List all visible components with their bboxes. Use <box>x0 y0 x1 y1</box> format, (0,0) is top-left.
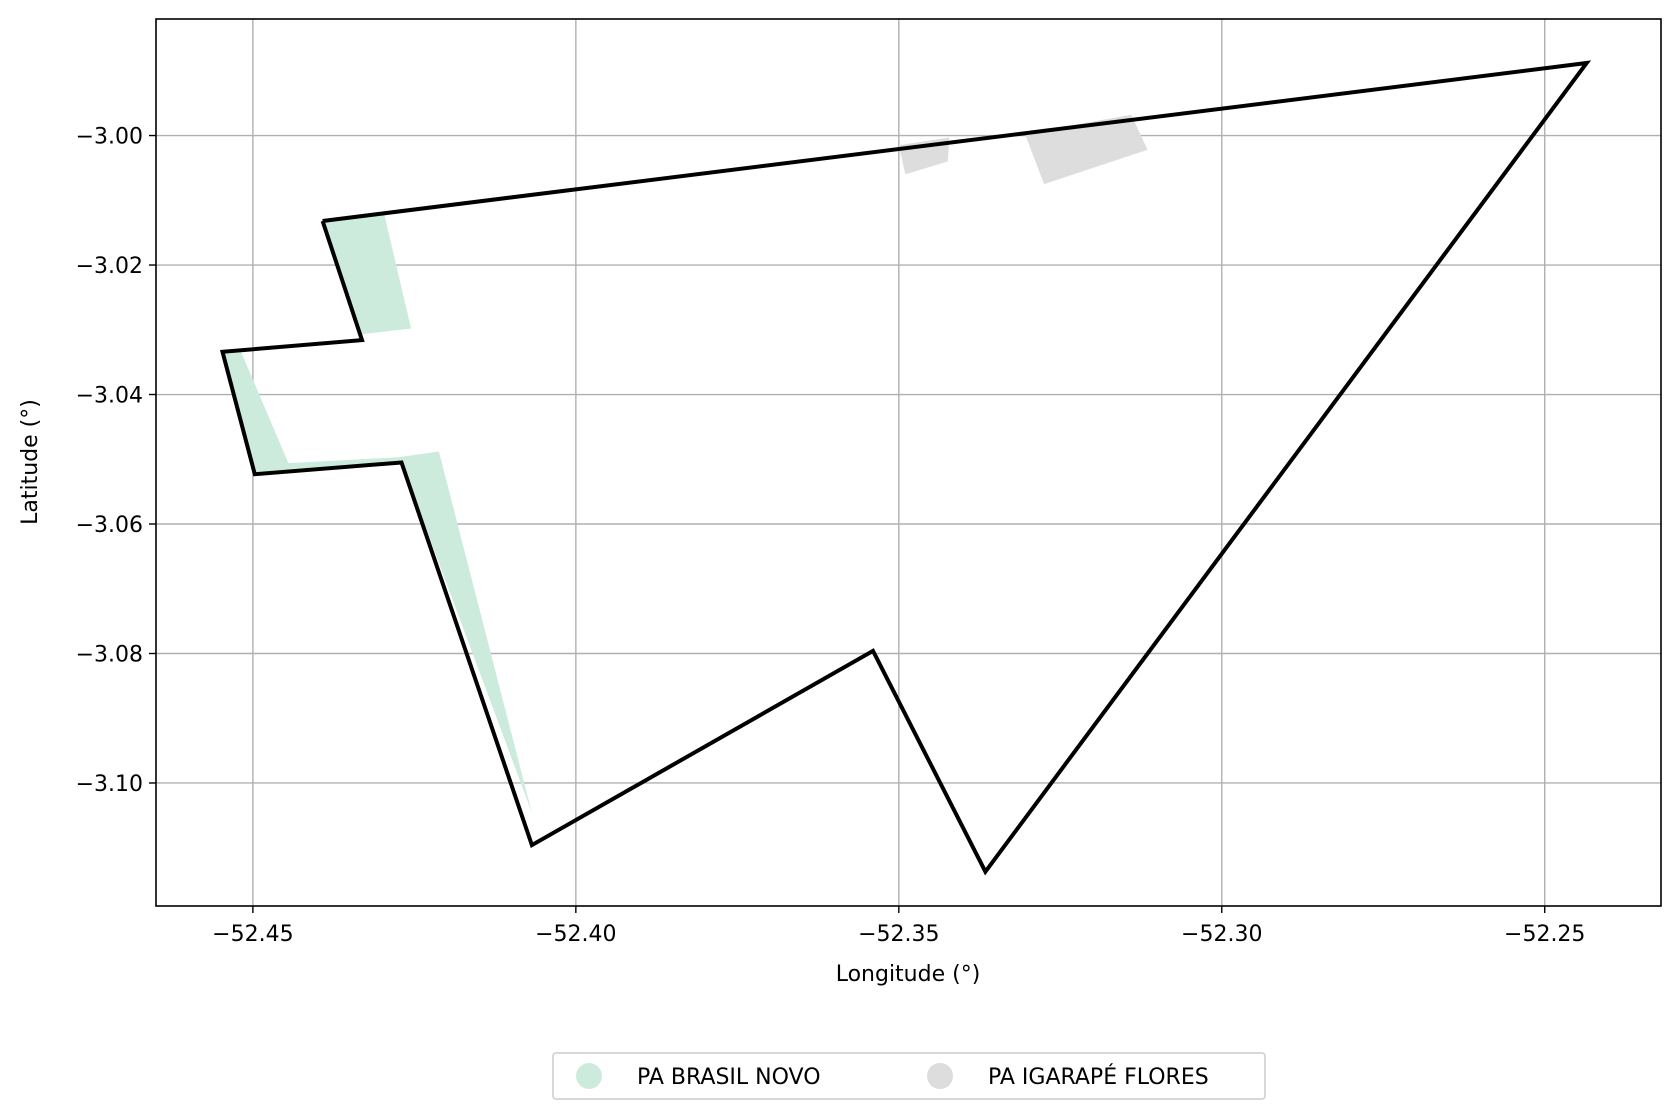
boundary-outline <box>219 60 1592 876</box>
x-axis-title: Longitude (°) <box>836 962 981 987</box>
y-tick-label: −3.08 <box>76 642 143 667</box>
tick-layer: −52.45 −52.40 −52.35 −52.30 −52.25 −3.00 −3.02… <box>76 125 1586 947</box>
legend-marker-pa-igarape-flores <box>927 1063 953 1089</box>
x-tick-label: −52.45 <box>212 922 293 947</box>
x-tick-label: −52.35 <box>858 922 939 947</box>
boundary-layer <box>219 60 1592 876</box>
y-tick-label: −3.06 <box>76 513 143 538</box>
legend-label-pa-igarape-flores: PA IGARAPÉ FLORES <box>988 1064 1209 1090</box>
plot-frame <box>155 18 1662 907</box>
x-tick-label: −52.40 <box>535 922 616 947</box>
y-tick-label: −3.10 <box>76 772 143 797</box>
grid-layer <box>156 19 1661 906</box>
legend: PA BRASIL NOVO PA IGARAPÉ FLORES <box>552 1052 1266 1100</box>
area-pa-brasil-novo <box>322 213 412 335</box>
legend-marker-pa-brasil-novo <box>576 1063 602 1089</box>
legend-frame <box>552 1052 1266 1100</box>
area-pa-brasil-novo <box>222 349 532 813</box>
y-tick-label: −3.00 <box>76 125 143 150</box>
area-layer <box>222 114 1148 813</box>
y-tick-label: −3.04 <box>76 384 143 409</box>
y-tick-label: −3.02 <box>76 254 143 279</box>
area-pa-igarape-flores <box>1024 114 1148 185</box>
x-tick-label: −52.30 <box>1181 922 1262 947</box>
x-tick-label: −52.25 <box>1504 922 1585 947</box>
legend-label-pa-brasil-novo: PA BRASIL NOVO <box>637 1065 821 1090</box>
y-axis-title: Latitude (°) <box>18 399 43 525</box>
